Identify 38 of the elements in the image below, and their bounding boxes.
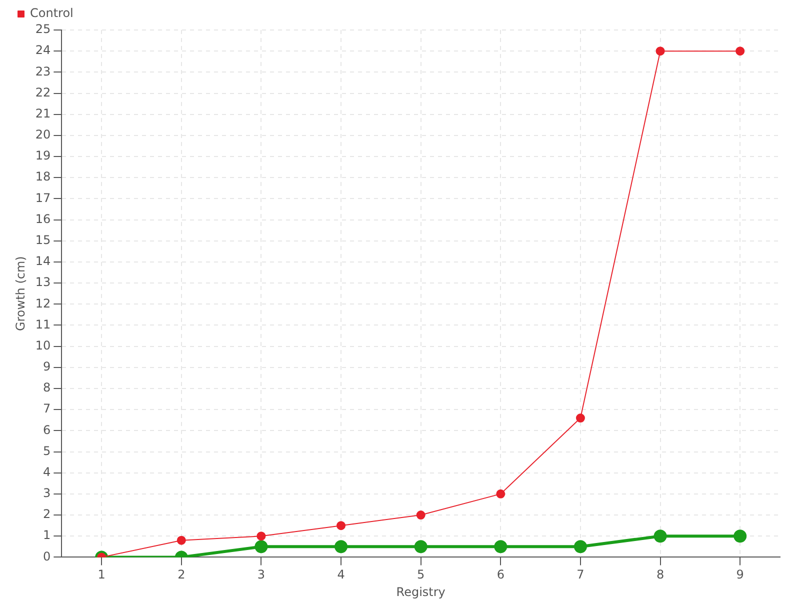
x-tick-label: 4 [337,568,345,582]
y-tick-label: 16 [35,212,51,226]
y-tick-label: 18 [35,170,51,184]
y-tick-label: 17 [35,190,51,205]
x-axis-title: Registry [396,584,446,599]
y-tick-label: 11 [35,317,51,332]
y-tick-label: 21 [35,106,51,120]
y-tick-label: 0 [43,549,51,564]
y-tick-label: 25 [35,22,51,36]
y-axis-title: Growth (cm) [13,256,28,332]
legend-label: Control [30,6,74,20]
x-tick-label: 2 [178,568,186,582]
y-tick-label: 1 [43,528,51,542]
x-tick-label: 9 [736,568,744,582]
y-tick-label: 22 [35,85,51,100]
y-tick-label: 23 [35,64,51,78]
y-tick-label: 20 [35,128,51,142]
y-tick-label: 7 [43,402,51,416]
y-tick-label: 24 [35,43,51,58]
x-tick-label: 1 [98,568,106,582]
y-tick-label: 6 [43,422,51,437]
y-tick-label: 10 [35,338,51,352]
y-tick-label: 15 [35,233,51,248]
y-tick-label: 13 [35,275,51,290]
x-tick-label: 7 [576,568,584,582]
x-tick-label: 8 [656,568,664,582]
x-tick-label: 6 [496,568,504,582]
y-tick-label: 14 [35,254,51,268]
y-tick-label: 12 [35,296,51,310]
y-tick-label: 4 [43,464,51,479]
y-tick-label: 2 [43,507,51,522]
x-tick-label: 5 [417,568,425,582]
y-tick-label: 3 [43,486,51,500]
x-tick-label: 3 [257,568,266,582]
y-tick-label: 9 [43,360,51,374]
y-tick-label: 5 [43,444,51,458]
y-tick-label: 19 [35,148,51,163]
y-tick-label: 8 [43,380,51,395]
